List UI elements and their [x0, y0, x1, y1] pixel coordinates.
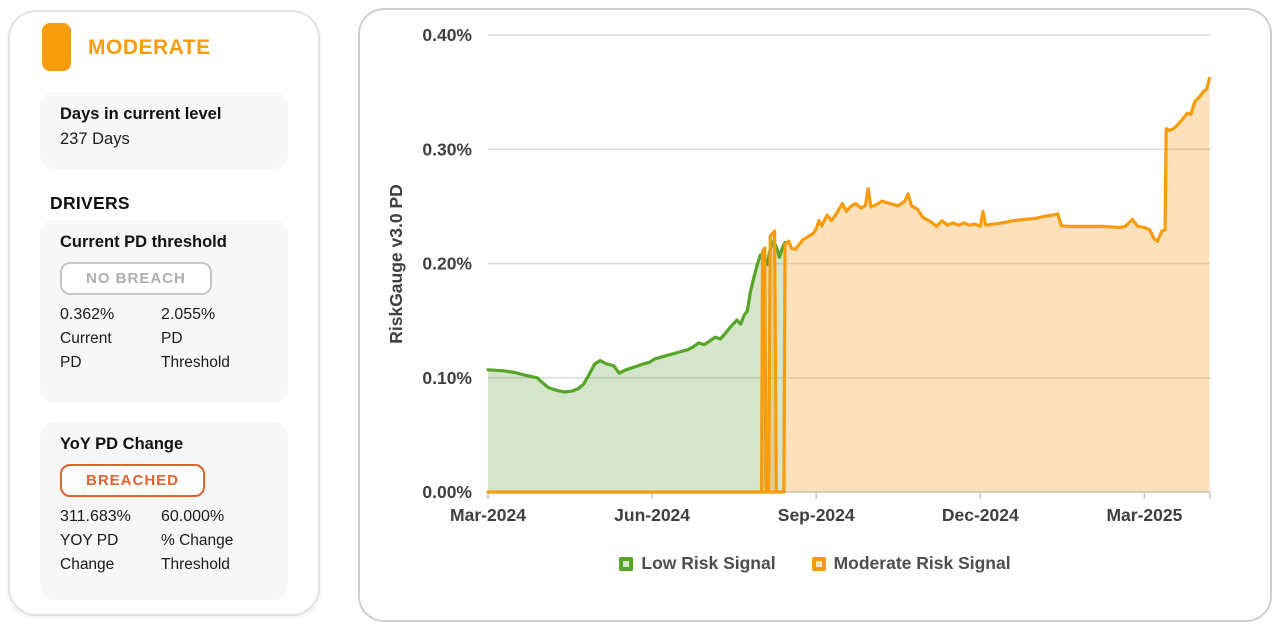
status-badge-breached: BREACHED: [60, 464, 206, 497]
change-threshold-cell: 60.000% % Change Threshold: [161, 508, 268, 577]
yoy-pd-change-value: 311.683%: [60, 508, 131, 525]
moderate-risk-legend-marker-icon: [811, 556, 826, 571]
yoy-pd-change-label: YOY PD Change: [60, 532, 119, 574]
pd-threshold-value: 2.055%: [161, 306, 216, 323]
change-threshold-label: % Change Threshold: [161, 532, 234, 574]
current-pd-label: Current PD: [60, 330, 112, 372]
current-pd-value: 0.362%: [60, 306, 115, 323]
risk-level-badge-icon: [42, 23, 71, 71]
risk-level-label: MODERATE: [88, 36, 211, 59]
svg-text:Sep-2024: Sep-2024: [778, 505, 855, 525]
legend-label-moderate-risk: Moderate Risk Signal: [833, 553, 1011, 573]
svg-text:RiskGauge v3.0 PD: RiskGauge v3.0 PD: [386, 184, 406, 344]
driver-card-yoy-change: YoY PD Change BREACHED 311.683% YOY PD C…: [40, 422, 288, 600]
svg-text:0.30%: 0.30%: [422, 139, 472, 159]
pd-threshold-cell: 2.055% PD Threshold: [161, 306, 268, 375]
chart-legend: Low Risk Signal Moderate Risk Signal: [360, 553, 1270, 574]
risk-summary-panel: MODERATE Days in current level 237 Days …: [8, 10, 320, 616]
status-badge-no-breach: NO BREACH: [60, 262, 212, 295]
days-in-level-value: 237 Days: [60, 130, 130, 148]
change-threshold-value: 60.000%: [161, 508, 225, 525]
legend-item-low-risk[interactable]: Low Risk Signal: [619, 553, 776, 574]
pd-threshold-label: PD Threshold: [161, 330, 230, 372]
days-in-level-title: Days in current level: [60, 105, 222, 123]
yoy-pd-change-cell: 311.683% YOY PD Change: [60, 508, 155, 577]
svg-text:0.00%: 0.00%: [422, 482, 472, 502]
svg-text:Mar-2024: Mar-2024: [450, 505, 526, 525]
current-pd-cell: 0.362% Current PD: [60, 306, 155, 375]
risk-chart-panel: 0.40% 0.30% 0.20% 0.10% 0.00% Mar-2024 Jun-202…: [358, 8, 1272, 622]
driver-card-pd-threshold: Current PD threshold NO BREACH 0.362% Cu…: [40, 220, 288, 403]
svg-text:Jun-2024: Jun-2024: [614, 505, 690, 525]
svg-text:0.10%: 0.10%: [422, 368, 472, 388]
svg-text:0.20%: 0.20%: [422, 254, 472, 274]
low-risk-legend-marker-icon: [619, 556, 634, 571]
driver-title: Current PD threshold: [60, 233, 227, 251]
legend-item-moderate-risk[interactable]: Moderate Risk Signal: [811, 553, 1011, 574]
risk-gauge-pd-chart: 0.40% 0.30% 0.20% 0.10% 0.00% Mar-2024 Jun-202…: [386, 25, 1212, 525]
svg-text:Mar-2025: Mar-2025: [1106, 505, 1182, 525]
drivers-heading: DRIVERS: [50, 193, 130, 213]
driver-title: YoY PD Change: [60, 435, 184, 453]
svg-text:Dec-2024: Dec-2024: [942, 505, 1019, 525]
days-in-level-card: Days in current level 237 Days: [40, 92, 288, 169]
legend-label-low-risk: Low Risk Signal: [641, 553, 776, 573]
svg-text:0.40%: 0.40%: [422, 25, 472, 45]
